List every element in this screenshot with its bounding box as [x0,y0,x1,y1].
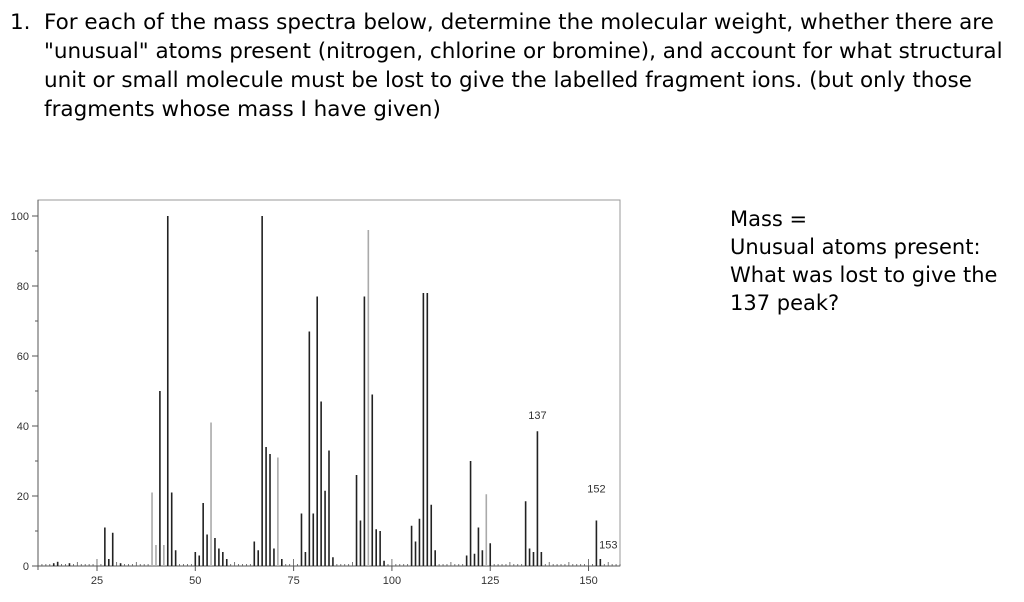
unusual-atoms-prompt: Unusual atoms present: [730,235,981,259]
y-tick-label: 0 [23,561,29,573]
mass-spectrum-chart: 0 20 40 60 80 100 25 50 75 100 125 150 137 152 153 [11,199,621,587]
lost-fragment-prompt-line-2: 137 peak? [730,291,840,315]
chart-axes [32,200,621,571]
mass-prompt: Mass = [730,207,808,231]
x-tick-label: 50 [189,575,201,587]
question-number: 1. [10,10,31,35]
x-tick-label: 150 [579,575,597,587]
question: 1. For each of the mass spectra below, d… [10,8,1015,124]
y-tick-label: 60 [17,351,29,363]
y-tick-label: 100 [11,211,29,223]
y-tick-label: 40 [17,421,29,433]
chart-bars [52,216,602,566]
question-text: For each of the mass spectra below, dete… [44,10,1003,122]
peak-label-137: 137 [528,410,546,422]
x-tick-label: 125 [481,575,499,587]
y-tick-label: 20 [17,491,29,503]
chart-labels: 0 20 40 60 80 100 25 50 75 100 125 150 137 152 153 [11,211,618,587]
y-tick-label: 80 [17,281,29,293]
x-tick-label: 75 [287,575,299,587]
peak-label-153: 153 [599,540,617,552]
answer-box: Mass = Unusual atoms present: What was l… [730,205,1020,317]
peak-label-152: 152 [587,484,605,496]
x-tick-label: 25 [91,575,103,587]
x-tick-label: 100 [383,575,401,587]
lost-fragment-prompt-line-1: What was lost to give the [730,263,998,287]
